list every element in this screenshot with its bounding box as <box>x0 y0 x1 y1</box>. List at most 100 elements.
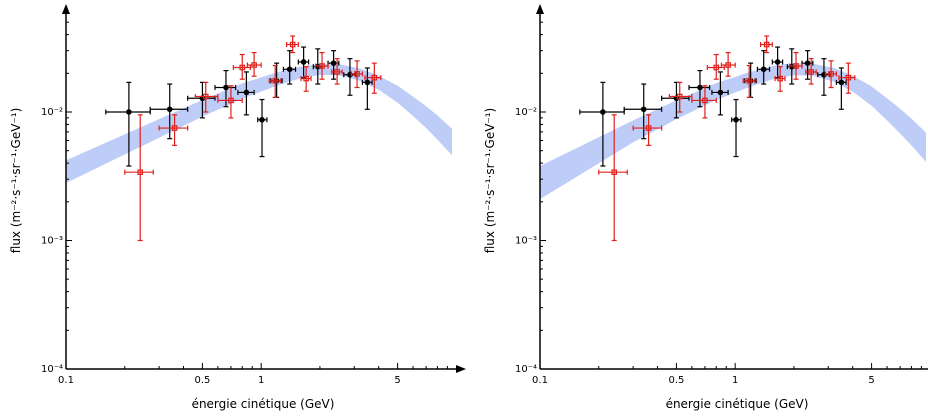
data-point <box>711 71 729 116</box>
marker-dot <box>314 63 321 70</box>
data-point <box>194 81 219 113</box>
series-red <box>124 35 382 242</box>
data-point <box>364 62 382 94</box>
marker-dot <box>364 79 371 86</box>
series-black <box>105 46 373 167</box>
marker-square <box>334 69 340 75</box>
x-tick-label: 1 <box>258 375 264 386</box>
marker-dot <box>600 109 606 115</box>
data-point <box>237 71 255 116</box>
x-tick-label: 5 <box>394 375 400 386</box>
data-point <box>838 62 856 94</box>
marker-square <box>272 77 279 84</box>
marker-square <box>171 125 178 131</box>
marker-dot <box>697 84 703 91</box>
data-point <box>300 66 312 92</box>
data-point <box>805 58 817 85</box>
data-point <box>149 83 189 140</box>
marker-square <box>289 41 296 48</box>
marker-square <box>251 62 257 68</box>
marker-square <box>228 97 234 104</box>
x-tick-label: 0.1 <box>532 375 548 386</box>
marker-dot <box>166 106 173 113</box>
data-point <box>706 53 725 80</box>
x-axis-title: énergie cinétique (GeV) <box>666 397 809 411</box>
marker-square <box>202 93 209 100</box>
data-point <box>598 114 628 242</box>
x-tick-label: 0.5 <box>194 375 210 386</box>
data-point <box>668 81 693 113</box>
data-point <box>691 85 717 119</box>
data-point <box>742 64 756 98</box>
marker-square <box>793 63 799 69</box>
x-axis-arrow <box>456 365 466 373</box>
marker-square <box>611 169 618 176</box>
marker-dot <box>788 63 795 70</box>
marker-square <box>808 69 814 75</box>
marker-dot <box>300 59 307 65</box>
marker-dot <box>243 89 250 96</box>
data-point <box>824 60 837 89</box>
marker-square <box>371 74 378 81</box>
y-axis-title: flux (m⁻²·s⁻¹·sr⁻¹·GeV⁻¹) <box>9 108 23 253</box>
data-point <box>774 66 786 92</box>
y-tick-label: 10⁻² <box>41 107 63 118</box>
marker-dot <box>640 106 647 113</box>
data-point <box>257 98 268 158</box>
data-point <box>246 51 262 77</box>
data-point <box>217 85 243 119</box>
y-tick-label: 10⁻³ <box>41 235 63 246</box>
data-point <box>771 46 784 79</box>
marker-square <box>702 97 708 104</box>
data-point <box>327 50 340 80</box>
marker-dot <box>733 116 739 123</box>
marker-square <box>828 71 834 77</box>
data-point <box>835 67 847 110</box>
marker-square <box>777 75 783 82</box>
marker-dot <box>804 60 811 66</box>
marker-square <box>319 63 325 69</box>
marker-dot <box>838 79 845 86</box>
marker-square <box>239 64 246 71</box>
marker-square <box>303 75 309 82</box>
x-tick-label: 0.1 <box>58 375 74 386</box>
data-point <box>282 50 297 85</box>
marker-square <box>676 93 683 100</box>
marker-dot <box>223 84 229 91</box>
marker-dot <box>760 66 767 73</box>
data-point <box>760 35 773 54</box>
data-point <box>688 69 711 108</box>
chart-panel-2: 0.1 0.5 1 5 10⁻⁴ 10⁻³ 10⁻² énergie cinétique (G… <box>483 4 928 411</box>
data-point <box>124 114 154 242</box>
y-tick-label: 10⁻² <box>515 107 537 118</box>
marker-dot <box>774 59 781 65</box>
data-point <box>579 81 625 167</box>
data-point <box>361 67 373 110</box>
data-point <box>331 58 343 85</box>
marker-square <box>725 62 731 68</box>
data-point <box>720 51 736 77</box>
marker-square <box>845 74 852 81</box>
y-tick-label: 10⁻³ <box>515 235 537 246</box>
marker-dot <box>717 89 724 96</box>
data-point <box>788 51 803 80</box>
marker-square <box>645 125 652 131</box>
x-tick-label: 1 <box>732 375 738 386</box>
data-point <box>350 60 363 89</box>
marker-square <box>746 77 753 84</box>
y-tick-label: 10⁻⁴ <box>41 364 63 375</box>
marker-dot <box>330 60 337 66</box>
x-tick-label: 0.5 <box>668 375 684 386</box>
marker-dot <box>286 66 293 73</box>
y-axis-title: flux (m⁻²·s⁻¹·sr⁻¹·GeV⁻¹) <box>483 108 497 253</box>
marker-square <box>354 71 360 77</box>
x-axis-title: énergie cinétique (GeV) <box>192 397 335 411</box>
marker-square <box>137 169 144 176</box>
marker-dot <box>259 116 265 123</box>
data-point <box>297 46 310 79</box>
model-band <box>66 63 452 183</box>
data-point <box>158 114 189 146</box>
data-point <box>731 98 742 158</box>
model-band <box>540 63 926 200</box>
